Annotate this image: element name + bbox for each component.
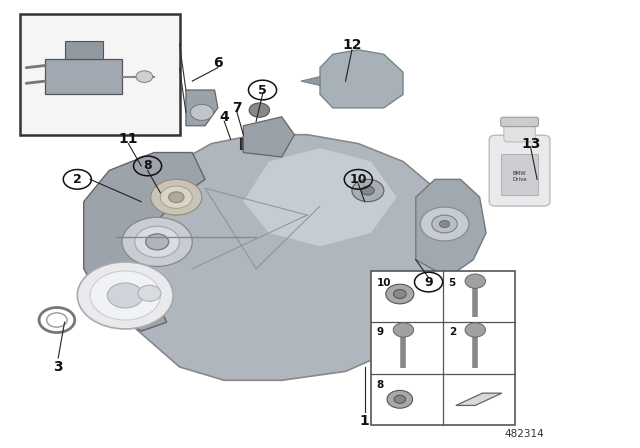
Bar — [371, 271, 515, 425]
Text: 2: 2 — [449, 327, 456, 337]
Bar — [500, 154, 538, 195]
Circle shape — [122, 217, 192, 267]
Bar — [240, 138, 252, 149]
Text: 6: 6 — [213, 56, 223, 70]
Circle shape — [386, 284, 414, 304]
Circle shape — [138, 285, 161, 301]
FancyBboxPatch shape — [500, 117, 538, 127]
Polygon shape — [186, 90, 218, 126]
Text: 10: 10 — [377, 278, 391, 289]
Text: 5: 5 — [258, 83, 267, 96]
Text: 10: 10 — [349, 173, 367, 186]
Circle shape — [90, 271, 161, 320]
Polygon shape — [456, 393, 502, 405]
Text: 9: 9 — [377, 327, 384, 337]
Text: 4: 4 — [220, 110, 229, 124]
Polygon shape — [243, 117, 294, 157]
Text: 13: 13 — [521, 137, 540, 151]
FancyBboxPatch shape — [489, 135, 550, 206]
Circle shape — [465, 323, 486, 337]
Text: 12: 12 — [342, 39, 362, 52]
Circle shape — [135, 226, 179, 258]
Text: BMW
Drive: BMW Drive — [512, 172, 527, 182]
Circle shape — [362, 186, 374, 195]
Circle shape — [249, 103, 269, 117]
Text: 1: 1 — [360, 414, 369, 427]
Polygon shape — [301, 77, 320, 86]
Bar — [45, 59, 122, 95]
Circle shape — [77, 262, 173, 329]
Text: 11: 11 — [118, 132, 138, 146]
Text: 5: 5 — [449, 278, 456, 289]
Circle shape — [432, 215, 458, 233]
Circle shape — [440, 220, 450, 228]
Polygon shape — [416, 179, 486, 278]
Circle shape — [161, 186, 192, 208]
Circle shape — [352, 179, 384, 202]
Circle shape — [151, 179, 202, 215]
Circle shape — [393, 323, 413, 337]
Circle shape — [136, 71, 153, 82]
Circle shape — [394, 395, 406, 403]
Polygon shape — [243, 148, 397, 246]
Text: 2: 2 — [73, 173, 82, 186]
FancyBboxPatch shape — [20, 14, 179, 135]
Text: 8: 8 — [377, 380, 384, 390]
Text: 7: 7 — [232, 101, 242, 115]
Text: 3: 3 — [53, 360, 63, 374]
Polygon shape — [320, 50, 403, 108]
Text: 482314: 482314 — [504, 429, 544, 439]
Circle shape — [146, 234, 169, 250]
Circle shape — [420, 207, 468, 241]
Circle shape — [108, 283, 143, 308]
FancyBboxPatch shape — [504, 123, 535, 142]
Circle shape — [394, 289, 406, 298]
Text: 8: 8 — [143, 159, 152, 172]
Circle shape — [190, 104, 213, 121]
Circle shape — [169, 192, 184, 202]
Circle shape — [387, 390, 413, 408]
Circle shape — [465, 274, 486, 289]
Text: 9: 9 — [424, 276, 433, 289]
Bar — [65, 41, 103, 59]
Polygon shape — [116, 135, 454, 380]
Polygon shape — [84, 152, 205, 331]
